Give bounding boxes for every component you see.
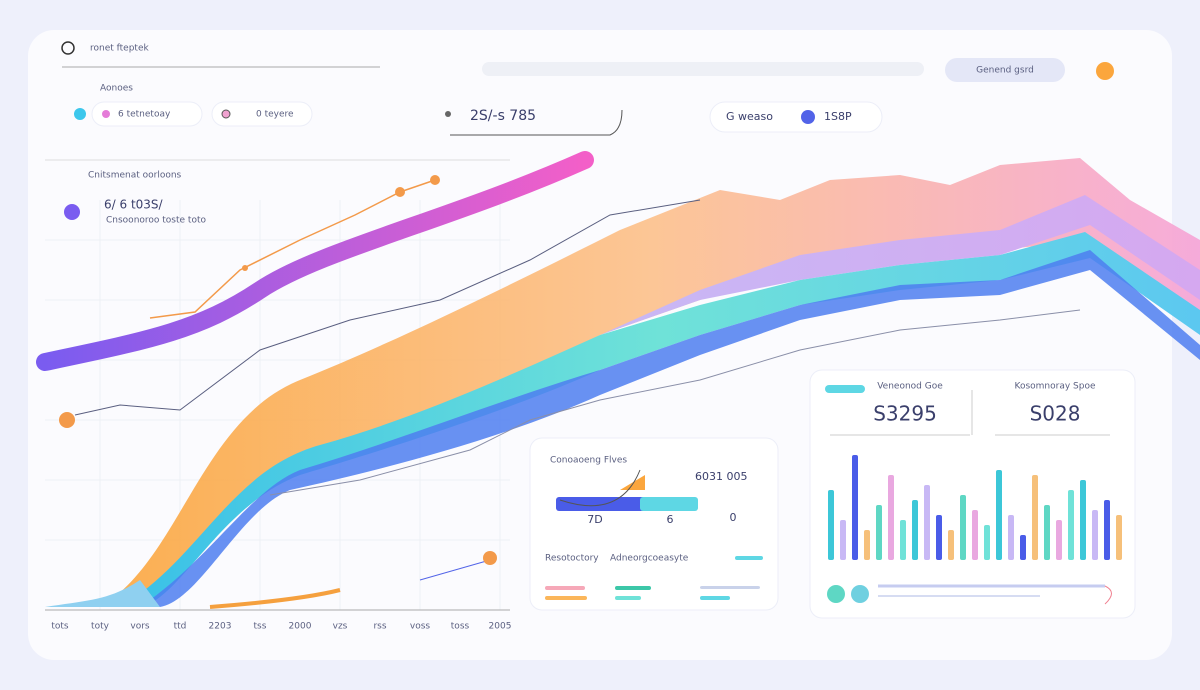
gauge-bar [640,497,698,511]
chart-icon [64,204,80,220]
bar-chart [828,455,1122,560]
bar [912,500,918,560]
gauge-label: 6 [667,513,674,526]
gauge-label: 0 [730,511,737,524]
kpi-label: Kosomnoray Spoe [1014,382,1095,392]
gauge-arc [559,469,641,507]
control[interactable] [851,585,869,603]
bar [984,525,990,560]
legend-text: Adneorgcoeasyte [610,554,689,564]
dot [221,109,231,119]
x-label: ttd [174,622,187,632]
search-text: Genend gsrd [976,66,1034,76]
x-labels: tots toty vors ttd 2203 tss 2000 vzs rss voss toss… [51,622,511,632]
control[interactable] [827,585,845,603]
search-bar[interactable] [482,62,924,76]
dot [445,111,451,117]
gauge-pointer [620,475,645,490]
chip[interactable] [211,101,313,127]
bar [960,495,966,560]
underline [450,109,623,136]
line [269,309,1081,496]
bar [1056,520,1062,560]
scroll [1104,585,1112,605]
x-label: vors [130,622,150,632]
bar [1080,480,1086,560]
chip-text: 0 teyere [256,110,294,120]
kpi-value: S028 [1030,402,1081,426]
bar [888,475,894,560]
toolbar-label: Aonoes [100,84,133,94]
chart-value: 6/ 6 t03S/ [104,198,164,212]
dot [102,110,110,118]
card [529,437,779,611]
legend-lines [545,586,760,600]
marker [483,551,497,565]
bar [1068,490,1074,560]
bar [900,520,906,560]
bar [972,510,978,560]
x-label: 2005 [489,622,512,632]
x-label: 2000 [289,622,312,632]
card-value: 6031 005 [695,470,748,483]
chart-caption: Cnitsmenat oorloons [88,171,182,181]
header-title: ronet fteptek [90,44,149,54]
bar [1020,535,1026,560]
ribbon [36,151,594,371]
chip-text: 6 tetnetoay [118,110,171,120]
chip[interactable] [91,101,203,127]
badge [825,385,865,393]
x-label: rss [373,622,386,632]
kpi-value: S3295 [873,402,937,426]
bar [924,485,930,560]
toggle-knob [801,110,815,124]
toggle[interactable] [709,101,883,133]
x-label: toss [451,622,470,632]
legend-swatch [735,556,763,560]
x-label: tots [51,622,69,632]
bar [1008,515,1014,560]
markers [242,175,440,271]
bar [840,520,846,560]
bar [1044,505,1050,560]
x-label: toty [91,622,110,632]
marker [59,412,75,428]
bar [1092,510,1098,560]
bar [996,470,1002,560]
stat: 2S/-s 785 [470,108,536,124]
gauge-bar [556,497,646,511]
bar [876,505,882,560]
x-label: voss [410,622,431,632]
legend-text: Resotoctory [545,554,599,564]
line [209,588,341,609]
line [419,559,491,581]
x-label: tss [254,622,267,632]
line [74,199,701,416]
card-title: Conoaoeng Flves [550,456,627,466]
avatar[interactable] [1096,62,1114,80]
gauge-label: 7D [587,513,602,526]
x-label: 2203 [209,622,232,632]
bar [1104,500,1110,560]
kpi-label: Veneonod Goe [877,382,943,392]
ribbon [45,580,160,607]
bar [852,455,858,560]
chart-subtitle: Cnsoonoroo toste toto [106,216,206,226]
search-pill[interactable] [945,58,1065,82]
bar [936,515,942,560]
x-label: vzs [333,622,348,632]
bar [1032,475,1038,560]
dot [74,108,86,120]
bar [828,490,834,560]
logo [61,41,75,55]
bar [948,530,954,560]
toggle-text: G weaso [726,110,773,123]
bar [1116,515,1122,560]
bar [864,530,870,560]
toggle-value: 1S8P [824,110,852,123]
